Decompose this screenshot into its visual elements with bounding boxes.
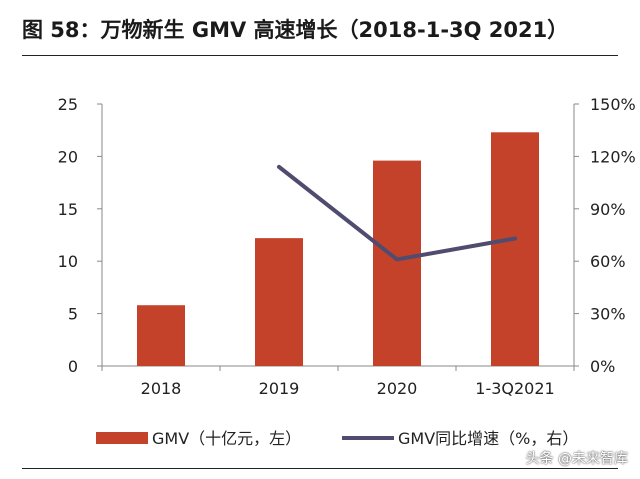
legend-bar-swatch xyxy=(96,432,148,444)
legend-line-label: GMV同比增速（%，右） xyxy=(398,429,578,448)
bottom-divider xyxy=(22,468,618,469)
left-tick-label: 0 xyxy=(68,357,78,376)
legend: GMV（十亿元，左） GMV同比增速（%，右） xyxy=(96,429,578,448)
left-tick-label: 20 xyxy=(58,147,78,166)
left-tick-label: 10 xyxy=(58,252,78,271)
left-tick-label: 25 xyxy=(58,95,78,114)
x-tick-label: 2018 xyxy=(141,379,182,398)
bar xyxy=(491,132,539,366)
x-tick-label: 1-3Q2021 xyxy=(475,379,554,398)
figure-title: 图 58：万物新生 GMV 高速增长（2018-1-3Q 2021） xyxy=(22,18,569,42)
left-tick-label: 15 xyxy=(58,200,78,219)
x-tick-label: 2019 xyxy=(259,379,300,398)
tick-labels: 0 5 10 15 20 25 0% 30% 60% 90% 120% 150% 2018 2019 202… xyxy=(58,95,636,398)
bars xyxy=(137,132,539,366)
bar xyxy=(255,238,303,366)
watermark: 头条 @未来智库 xyxy=(525,451,628,467)
bar xyxy=(137,305,185,366)
bar xyxy=(373,160,421,366)
x-tick-label: 2020 xyxy=(377,379,418,398)
right-tick-label: 0% xyxy=(590,357,615,376)
right-tick-label: 60% xyxy=(590,252,626,271)
right-tick-label: 30% xyxy=(590,305,626,324)
legend-bar-label: GMV（十亿元，左） xyxy=(152,429,301,448)
growth-line-series xyxy=(277,164,517,262)
right-tick-label: 150% xyxy=(590,95,636,114)
title-divider xyxy=(22,55,618,56)
right-tick-label: 120% xyxy=(590,147,636,166)
right-tick-label: 90% xyxy=(590,200,626,219)
left-tick-label: 5 xyxy=(68,305,78,324)
